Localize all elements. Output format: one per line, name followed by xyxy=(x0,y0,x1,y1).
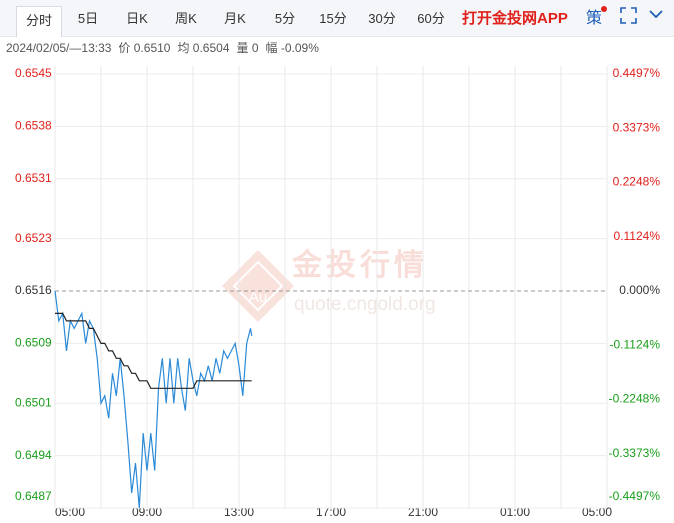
watermark: 金投行情 quote.cngold.org Au xyxy=(222,248,436,322)
tab[interactable]: 30分 xyxy=(368,11,396,26)
tab[interactable]: 分时 xyxy=(16,6,62,37)
y2-tick-label: -0.1124% xyxy=(610,337,661,351)
strategy-button[interactable]: 策 xyxy=(586,10,603,27)
info-item: 2024/02/05/—13:33 xyxy=(6,41,112,55)
y2-tick-label: 0.3373% xyxy=(613,120,661,134)
y2-tick-label: 0.2248% xyxy=(613,175,661,189)
y2-tick-label: -0.3373% xyxy=(609,446,661,460)
series-line xyxy=(54,290,253,509)
tab[interactable]: 周K xyxy=(175,11,197,26)
info-line: 2024/02/05/—13:33 价 0.6510 均 0.6504 量 0 幅 -0… xyxy=(6,39,326,56)
x-tick-label: 09:00 xyxy=(132,505,162,519)
tab[interactable]: 60分 xyxy=(417,11,445,26)
info-item: 幅 -0.09% xyxy=(265,41,319,55)
tab[interactable]: 5分 xyxy=(274,11,296,26)
series-line xyxy=(55,312,252,389)
watermark-text: 金投行情 xyxy=(291,248,428,282)
y-tick-label: 0.6545 xyxy=(15,66,52,80)
x-tick-label: 13:00 xyxy=(224,505,254,519)
watermark-logo: Au xyxy=(249,289,267,306)
y-tick-label: 0.6494 xyxy=(15,448,52,462)
y2-tick-label: 0.4497% xyxy=(613,66,661,80)
app-link[interactable]: 打开金投网APP xyxy=(462,10,568,27)
y-tick-label: 0.6516 xyxy=(15,283,52,297)
y2-tick-label: -0.4497% xyxy=(609,489,661,503)
notify-dot xyxy=(601,6,607,12)
y-tick-label: 0.6523 xyxy=(15,231,52,245)
info-item: 均 0.6504 xyxy=(177,41,230,55)
x-tick-label: 21:00 xyxy=(408,505,438,519)
tab[interactable]: 日K xyxy=(126,11,148,26)
tab[interactable]: 15分 xyxy=(319,11,347,26)
fullscreen-icon[interactable] xyxy=(620,7,637,24)
x-tick-label: 17:00 xyxy=(316,505,346,519)
info-item: 量 0 xyxy=(236,41,259,55)
collapse-icon[interactable] xyxy=(649,10,663,19)
info-item: 价 0.6510 xyxy=(118,41,171,55)
tab[interactable]: 月K xyxy=(224,11,246,26)
y-tick-label: 0.6538 xyxy=(15,119,52,133)
y-tick-label: 0.6487 xyxy=(15,489,52,503)
y-tick-label: 0.6509 xyxy=(15,336,52,350)
x-tick-label: 05:00 xyxy=(582,505,612,519)
y-tick-label: 0.6531 xyxy=(15,171,52,185)
y2-tick-label: 0.1124% xyxy=(614,229,661,243)
y2-tick-label: 0.000% xyxy=(619,283,660,297)
x-tick-label: 05:00 xyxy=(55,505,85,519)
y-tick-label: 0.6501 xyxy=(15,395,52,409)
y2-tick-label: -0.2248% xyxy=(609,392,661,406)
tab-bar: 分时 5日 日K 周K 月K 5分 15分 30分 60分 xyxy=(0,0,674,37)
watermark-url: quote.cngold.org xyxy=(294,294,436,315)
tab[interactable]: 5日 xyxy=(77,11,99,26)
x-tick-label: 01:00 xyxy=(500,505,530,519)
